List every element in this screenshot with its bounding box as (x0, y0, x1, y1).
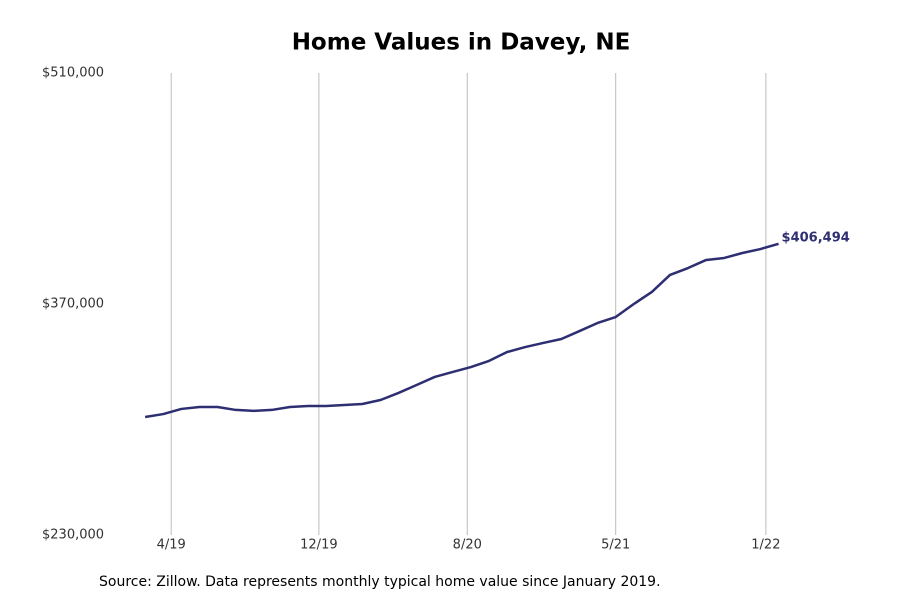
value-label: $406,494 (782, 230, 850, 245)
x-tick-label: 8/20 (453, 538, 482, 553)
x-tick-label: 5/21 (601, 538, 630, 553)
y-tick-label: $370,000 (42, 297, 104, 312)
x-tick-label: 4/19 (157, 538, 186, 553)
y-tick-label: $230,000 (42, 528, 104, 543)
line (144, 242, 779, 419)
chart-title: Home Values in Davey, NE (292, 30, 631, 56)
source-note: Source: Zillow. Data represents monthly … (99, 574, 661, 590)
x-tick-label: 12/19 (300, 538, 337, 553)
y-tick-label: $510,000 (42, 66, 104, 81)
x-tick-label: 1/22 (751, 538, 780, 553)
